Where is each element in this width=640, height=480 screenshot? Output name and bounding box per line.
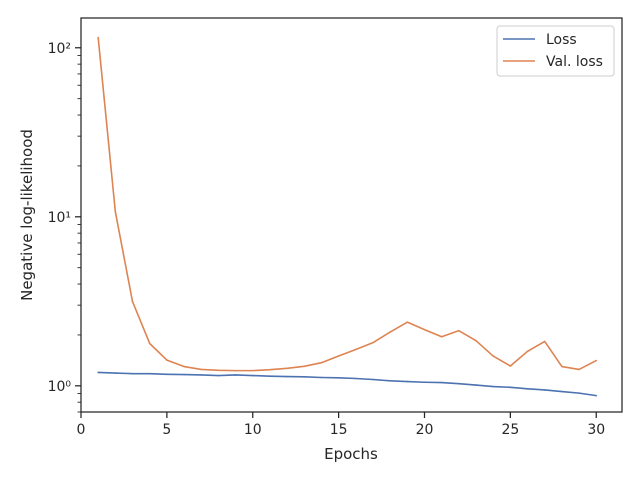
data-point-loss [543, 389, 546, 391]
x-tick-label: 30 [587, 422, 605, 438]
data-point-val-loss [543, 340, 546, 343]
data-point-loss [423, 381, 426, 384]
series-layer [97, 36, 598, 397]
data-point-val-loss [114, 211, 117, 213]
data-point-loss [440, 381, 443, 384]
data-point-val-loss [509, 365, 512, 367]
x-tick-label: 10 [244, 422, 262, 438]
data-point-val-loss [148, 342, 151, 345]
y-tick-label: 10² [48, 41, 71, 57]
data-point-loss [578, 392, 580, 394]
x-tick-label: 0 [77, 422, 86, 438]
data-point-loss [354, 377, 357, 380]
data-point-val-loss [234, 369, 237, 372]
data-point-val-loss [423, 328, 426, 331]
data-point-val-loss [183, 365, 185, 368]
data-point-val-loss [217, 369, 220, 372]
data-point-val-loss [166, 359, 168, 361]
y-tick-label: 10¹ [48, 210, 71, 226]
data-point-loss [595, 394, 598, 397]
series-line-loss [98, 371, 597, 397]
y-tick-label: 10⁰ [48, 379, 72, 395]
data-point-val-loss [354, 348, 357, 351]
data-point-loss [269, 375, 271, 377]
data-point-loss [372, 378, 374, 381]
data-point-val-loss [251, 369, 254, 372]
data-point-val-loss [526, 350, 529, 353]
data-point-val-loss [475, 339, 477, 342]
data-point-loss [337, 377, 340, 379]
data-point-loss [200, 374, 203, 376]
x-axis-label: Epochs [324, 445, 378, 463]
series-line-val-loss [97, 37, 597, 372]
data-point-val-loss [200, 368, 203, 371]
data-point-loss [114, 372, 117, 374]
data-point-val-loss [458, 329, 460, 332]
data-point-loss [492, 385, 494, 388]
x-axis: 0 5 10 15 20 25 30 [77, 412, 605, 438]
data-point-val-loss [303, 365, 306, 368]
legend-label-val-loss: Val. loss [546, 54, 603, 70]
data-point-val-loss [578, 368, 580, 371]
y-axis-label: Negative log-likelihood [18, 129, 36, 301]
data-point-loss [131, 372, 134, 375]
legend-label-loss: Loss [546, 32, 577, 48]
data-point-val-loss [131, 300, 134, 303]
data-point-val-loss [286, 367, 288, 370]
x-tick-label: 15 [330, 422, 348, 438]
data-point-val-loss [595, 359, 598, 362]
data-point-loss [166, 373, 168, 376]
data-point-loss [458, 382, 460, 385]
data-point-loss [148, 372, 151, 375]
data-point-loss [475, 384, 477, 386]
data-point-loss [389, 380, 391, 382]
x-tick-label: 5 [162, 422, 171, 438]
data-point-val-loss [320, 361, 323, 364]
data-point-loss [406, 380, 409, 383]
data-point-val-loss [561, 365, 563, 368]
data-point-loss [251, 374, 254, 377]
data-point-loss [234, 374, 237, 376]
data-point-loss [183, 373, 185, 376]
data-point-val-loss [406, 321, 409, 323]
data-point-loss [303, 376, 306, 378]
data-point-loss [320, 376, 323, 379]
data-point-val-loss [372, 341, 374, 344]
data-point-loss [217, 374, 220, 377]
data-point-loss [561, 390, 563, 393]
data-point-val-loss [97, 36, 99, 39]
y-axis: 10⁰ 10¹ 10² [48, 41, 81, 413]
x-tick-label: 25 [501, 422, 519, 438]
x-tick-label: 20 [416, 422, 434, 438]
data-point-val-loss [269, 368, 271, 371]
data-point-loss [526, 388, 529, 390]
plot-frame [80, 17, 623, 413]
data-point-val-loss [492, 355, 494, 357]
legend: Loss Val. loss [496, 25, 615, 77]
data-point-loss [509, 386, 512, 389]
data-point-val-loss [389, 331, 391, 333]
data-point-loss [286, 375, 288, 378]
data-point-loss [97, 371, 99, 374]
data-point-val-loss [337, 355, 340, 357]
data-point-val-loss [440, 335, 443, 338]
